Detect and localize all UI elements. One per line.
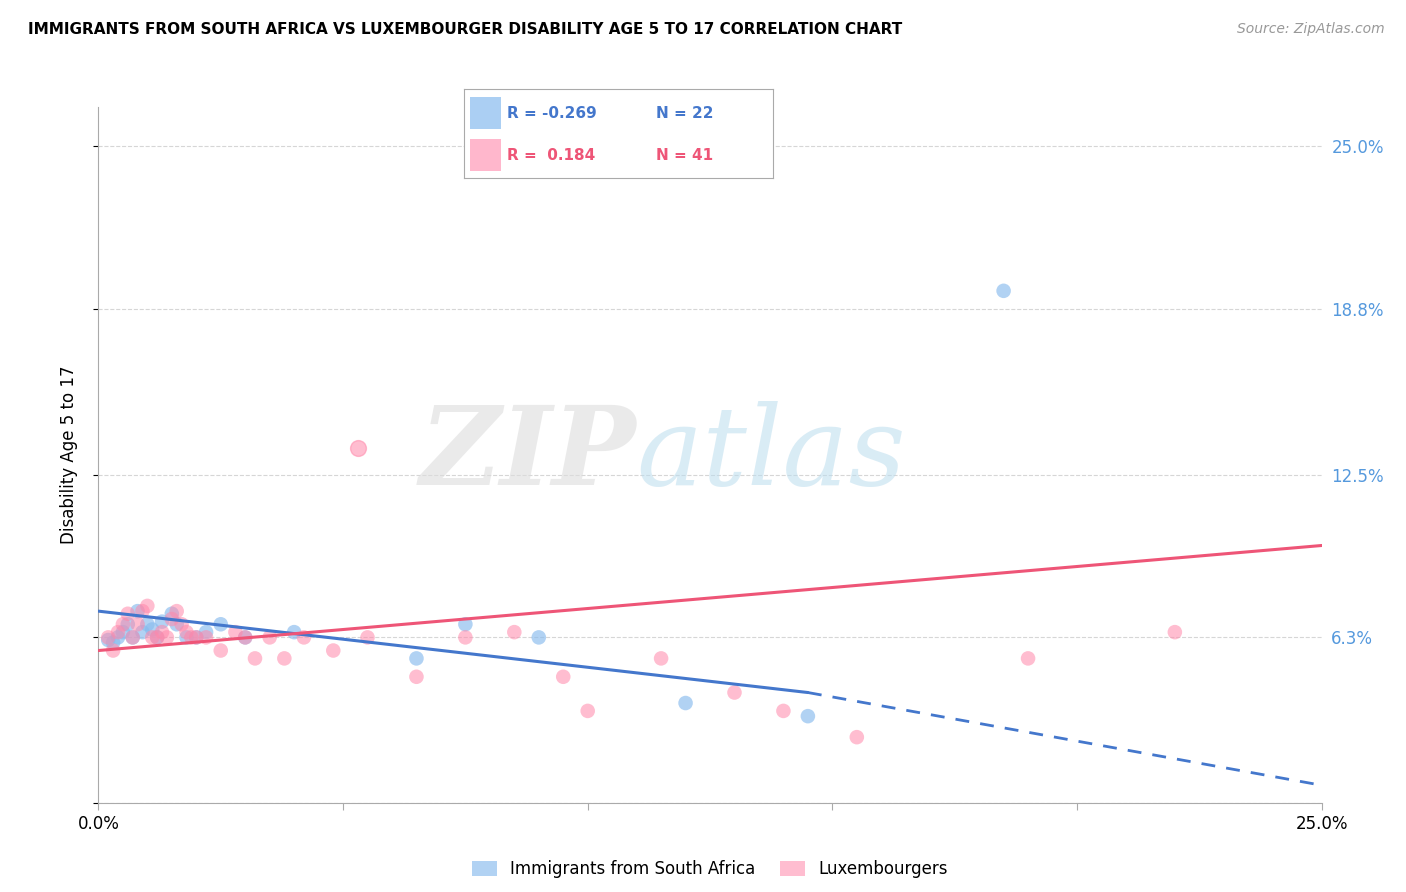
Point xyxy=(160,607,183,621)
Point xyxy=(233,631,256,645)
Point xyxy=(233,631,256,645)
Text: R = -0.269: R = -0.269 xyxy=(508,106,598,120)
Point xyxy=(121,631,143,645)
Point xyxy=(1164,625,1187,640)
Bar xyxy=(470,139,501,171)
Point xyxy=(107,625,129,640)
Point xyxy=(180,631,202,645)
Text: R =  0.184: R = 0.184 xyxy=(508,148,596,162)
Bar xyxy=(470,97,501,129)
Text: N = 41: N = 41 xyxy=(655,148,713,162)
Point xyxy=(136,617,159,632)
Point xyxy=(127,604,149,618)
Point xyxy=(97,631,120,645)
Point xyxy=(141,631,163,645)
Text: ZIP: ZIP xyxy=(420,401,637,508)
Point xyxy=(146,631,169,645)
Point xyxy=(209,643,232,657)
Point xyxy=(195,625,218,640)
Point xyxy=(527,631,550,645)
Y-axis label: Disability Age 5 to 17: Disability Age 5 to 17 xyxy=(59,366,77,544)
Point xyxy=(273,651,295,665)
Text: Source: ZipAtlas.com: Source: ZipAtlas.com xyxy=(1237,22,1385,37)
Point xyxy=(186,631,208,645)
Point xyxy=(553,670,575,684)
Point xyxy=(176,631,198,645)
Point xyxy=(160,612,183,626)
Point xyxy=(454,617,477,632)
Point xyxy=(797,709,820,723)
Point xyxy=(131,604,153,618)
Point xyxy=(283,625,305,640)
Point xyxy=(121,631,143,645)
Point xyxy=(322,643,344,657)
Point xyxy=(243,651,266,665)
Text: IMMIGRANTS FROM SOUTH AFRICA VS LUXEMBOURGER DISABILITY AGE 5 TO 17 CORRELATION : IMMIGRANTS FROM SOUTH AFRICA VS LUXEMBOU… xyxy=(28,22,903,37)
Point xyxy=(993,284,1015,298)
Point xyxy=(101,635,124,649)
Point xyxy=(209,617,232,632)
Point xyxy=(170,617,193,632)
Point xyxy=(107,631,129,645)
Point xyxy=(150,625,173,640)
Point xyxy=(156,631,179,645)
Point xyxy=(150,615,173,629)
Point xyxy=(127,617,149,632)
Point xyxy=(146,631,169,645)
Point xyxy=(97,633,120,648)
Point xyxy=(454,631,477,645)
Text: atlas: atlas xyxy=(637,401,907,508)
Point xyxy=(131,625,153,640)
Point xyxy=(111,617,134,632)
Point xyxy=(166,617,188,632)
Point xyxy=(723,685,745,699)
Point xyxy=(845,730,868,744)
Point xyxy=(259,631,281,645)
Point xyxy=(224,625,246,640)
Point xyxy=(346,442,368,456)
Point xyxy=(503,625,526,640)
Point xyxy=(186,631,208,645)
Point xyxy=(101,643,124,657)
Point xyxy=(772,704,794,718)
Point xyxy=(111,625,134,640)
Text: N = 22: N = 22 xyxy=(655,106,713,120)
Point xyxy=(405,651,427,665)
Point xyxy=(176,625,198,640)
Point xyxy=(166,604,188,618)
Point xyxy=(675,696,697,710)
Point xyxy=(576,704,599,718)
Point xyxy=(117,607,139,621)
Point xyxy=(117,617,139,632)
Point xyxy=(1017,651,1039,665)
Point xyxy=(141,623,163,637)
Point xyxy=(356,631,378,645)
Point xyxy=(405,670,427,684)
Point xyxy=(195,631,218,645)
Legend: Immigrants from South Africa, Luxembourgers: Immigrants from South Africa, Luxembourg… xyxy=(465,854,955,885)
Point xyxy=(650,651,672,665)
Point xyxy=(136,599,159,613)
Point xyxy=(292,631,315,645)
